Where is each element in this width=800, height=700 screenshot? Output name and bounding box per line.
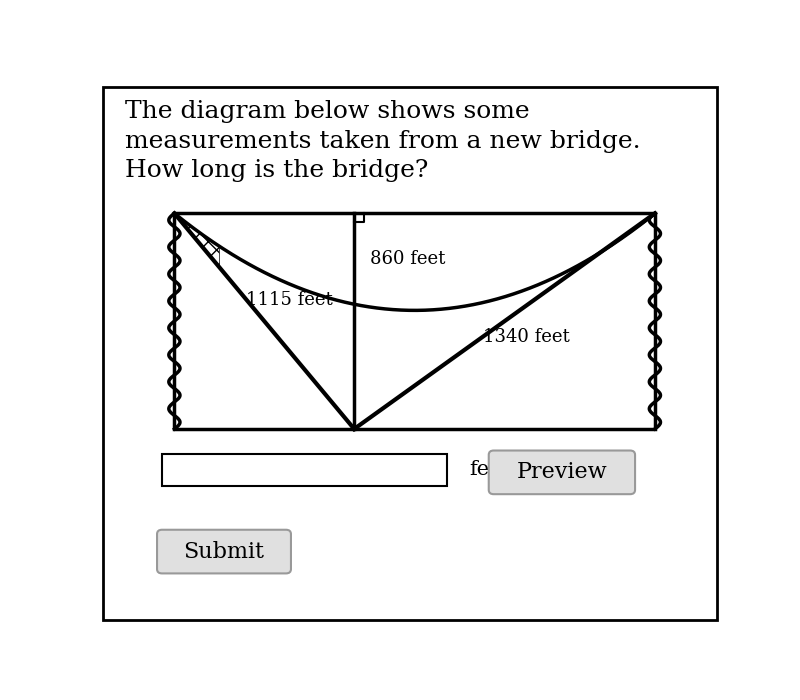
Text: Preview: Preview — [517, 461, 607, 483]
FancyBboxPatch shape — [489, 451, 635, 494]
Text: 860 feet: 860 feet — [370, 250, 445, 268]
Text: How long is the bridge?: How long is the bridge? — [125, 160, 428, 183]
Text: The diagram below shows some: The diagram below shows some — [125, 100, 530, 123]
Text: 1340 feet: 1340 feet — [483, 328, 570, 346]
Text: feet: feet — [469, 461, 510, 480]
Text: 1115 feet: 1115 feet — [246, 290, 333, 309]
FancyBboxPatch shape — [157, 530, 291, 573]
FancyBboxPatch shape — [162, 454, 447, 486]
Text: Submit: Submit — [183, 540, 265, 563]
Polygon shape — [601, 214, 655, 252]
Polygon shape — [174, 214, 219, 267]
Text: measurements taken from a new bridge.: measurements taken from a new bridge. — [125, 130, 641, 153]
